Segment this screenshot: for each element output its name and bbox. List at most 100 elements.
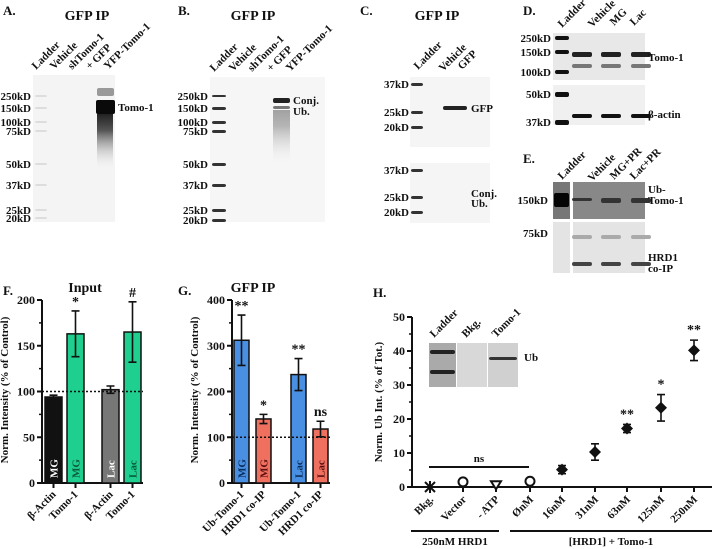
y-tick-label: 0 <box>399 480 405 494</box>
bar-label: MG <box>71 459 83 478</box>
mw-label: 100kD <box>0 117 31 129</box>
mw-label: 37kD <box>384 79 409 91</box>
panel-c-title: GFP IP <box>415 9 460 24</box>
mw-label: 20kD <box>384 122 409 134</box>
blot-band <box>411 211 423 214</box>
band-label-hrd1: HRD1 <box>648 252 678 264</box>
mw-label: 100kD <box>520 67 551 79</box>
blot-band <box>411 126 423 129</box>
blot-band <box>212 121 226 124</box>
smear <box>273 110 290 165</box>
blot-band <box>430 350 455 354</box>
mw-label: 150kD <box>517 195 548 207</box>
blot-band <box>572 64 592 68</box>
band-label-conj: Conj. <box>471 188 497 200</box>
blot-band <box>631 198 651 203</box>
inset-bkg <box>457 343 487 387</box>
mw-label: 25kD <box>6 205 31 217</box>
mw-label: 50kD <box>183 159 208 171</box>
x-tick-label: 16nM <box>540 493 568 521</box>
blot-band <box>411 196 423 199</box>
significance-mark: ** <box>620 407 634 422</box>
band-label-beta-actin: β-actin <box>648 109 681 121</box>
y-tick-label: 300 <box>207 339 225 353</box>
axis <box>411 317 712 488</box>
group-label: [HRD1] + Tomo-1 <box>569 536 654 548</box>
blot-band <box>212 95 226 97</box>
y-tick-label: 400 <box>207 293 225 307</box>
inset-tomo <box>488 343 518 387</box>
blot-band <box>273 106 290 109</box>
y-tick-label: 20 <box>393 412 405 426</box>
y-tick-label: 0 <box>219 476 225 490</box>
x-tick-label: Vector <box>439 494 469 524</box>
data-point-diamond <box>655 401 667 414</box>
y-tick-label: 30 <box>393 378 405 392</box>
significance-mark: # <box>129 286 136 301</box>
y-tick-label: 100 <box>17 385 35 399</box>
mw-label: 37kD <box>183 180 208 192</box>
panel-letter: F. <box>3 283 13 298</box>
blot-band <box>555 70 569 74</box>
blot-band <box>212 163 226 166</box>
significance-mark: ns <box>314 405 328 420</box>
y-tick-label: 150 <box>17 339 35 353</box>
mw-label: 50kD <box>6 159 31 171</box>
y-tick-label: 50 <box>23 430 35 444</box>
mw-label: 25kD <box>384 107 409 119</box>
blot-band <box>554 193 569 207</box>
band-label-tomo-1: Tomo-1 <box>648 52 684 64</box>
blot-band <box>212 107 226 110</box>
mw-label: 250kD <box>520 33 551 45</box>
blot-band <box>97 88 114 96</box>
blot-band <box>572 198 592 201</box>
blot-band <box>572 114 592 118</box>
panel-letter: G. <box>178 283 191 298</box>
mw-label: 150kD <box>0 103 31 115</box>
y-tick-label: 40 <box>393 344 405 358</box>
blot-band <box>555 92 569 97</box>
mw-label: 75kD <box>183 126 208 138</box>
blot-band <box>601 262 621 266</box>
error-bar <box>259 413 268 425</box>
blot-band <box>555 120 569 125</box>
blot-band <box>212 130 226 133</box>
panel-letter-e: E. <box>523 151 535 166</box>
x-tick-label: 125nM <box>635 493 667 525</box>
error-bar <box>294 357 303 392</box>
bar-label: MG <box>237 459 249 478</box>
significance-mark: ** <box>687 323 701 338</box>
blot-band <box>443 106 467 110</box>
significance-mark: * <box>260 398 267 413</box>
blot-band <box>631 235 651 239</box>
inset-ladder <box>429 343 456 387</box>
y-axis-label: Norm. Intensity (% of Control) <box>0 316 11 463</box>
y-tick-label: 200 <box>207 385 225 399</box>
panel-letter: H. <box>373 285 386 300</box>
blot-band <box>572 262 592 266</box>
x-tick-label: 63nM <box>605 493 633 521</box>
blot-band <box>555 36 569 40</box>
blot-band <box>35 184 47 186</box>
blot-band <box>273 98 290 103</box>
panel-b-title: GFP IP <box>231 9 276 24</box>
significance-mark: * <box>72 295 79 310</box>
group-label: 250nM HRD1 <box>422 536 488 548</box>
blot-band <box>631 114 651 118</box>
data-point-triangle <box>489 480 503 492</box>
blot-band <box>631 262 651 266</box>
panel-letter-c: C. <box>360 3 373 18</box>
blot-band <box>631 52 651 57</box>
blot-band <box>572 235 592 239</box>
mw-label: 150kD <box>177 103 208 115</box>
blot-d-bottom <box>553 85 645 125</box>
mw-label: 25kD <box>384 192 409 204</box>
mw-label: 250kD <box>177 91 208 103</box>
mw-label: 37kD <box>6 180 31 192</box>
panel-a-title: GFP IP <box>65 9 110 24</box>
x-tick-label: 31nM <box>573 493 601 521</box>
blot-c-top <box>410 77 490 147</box>
blot-band <box>572 52 592 57</box>
